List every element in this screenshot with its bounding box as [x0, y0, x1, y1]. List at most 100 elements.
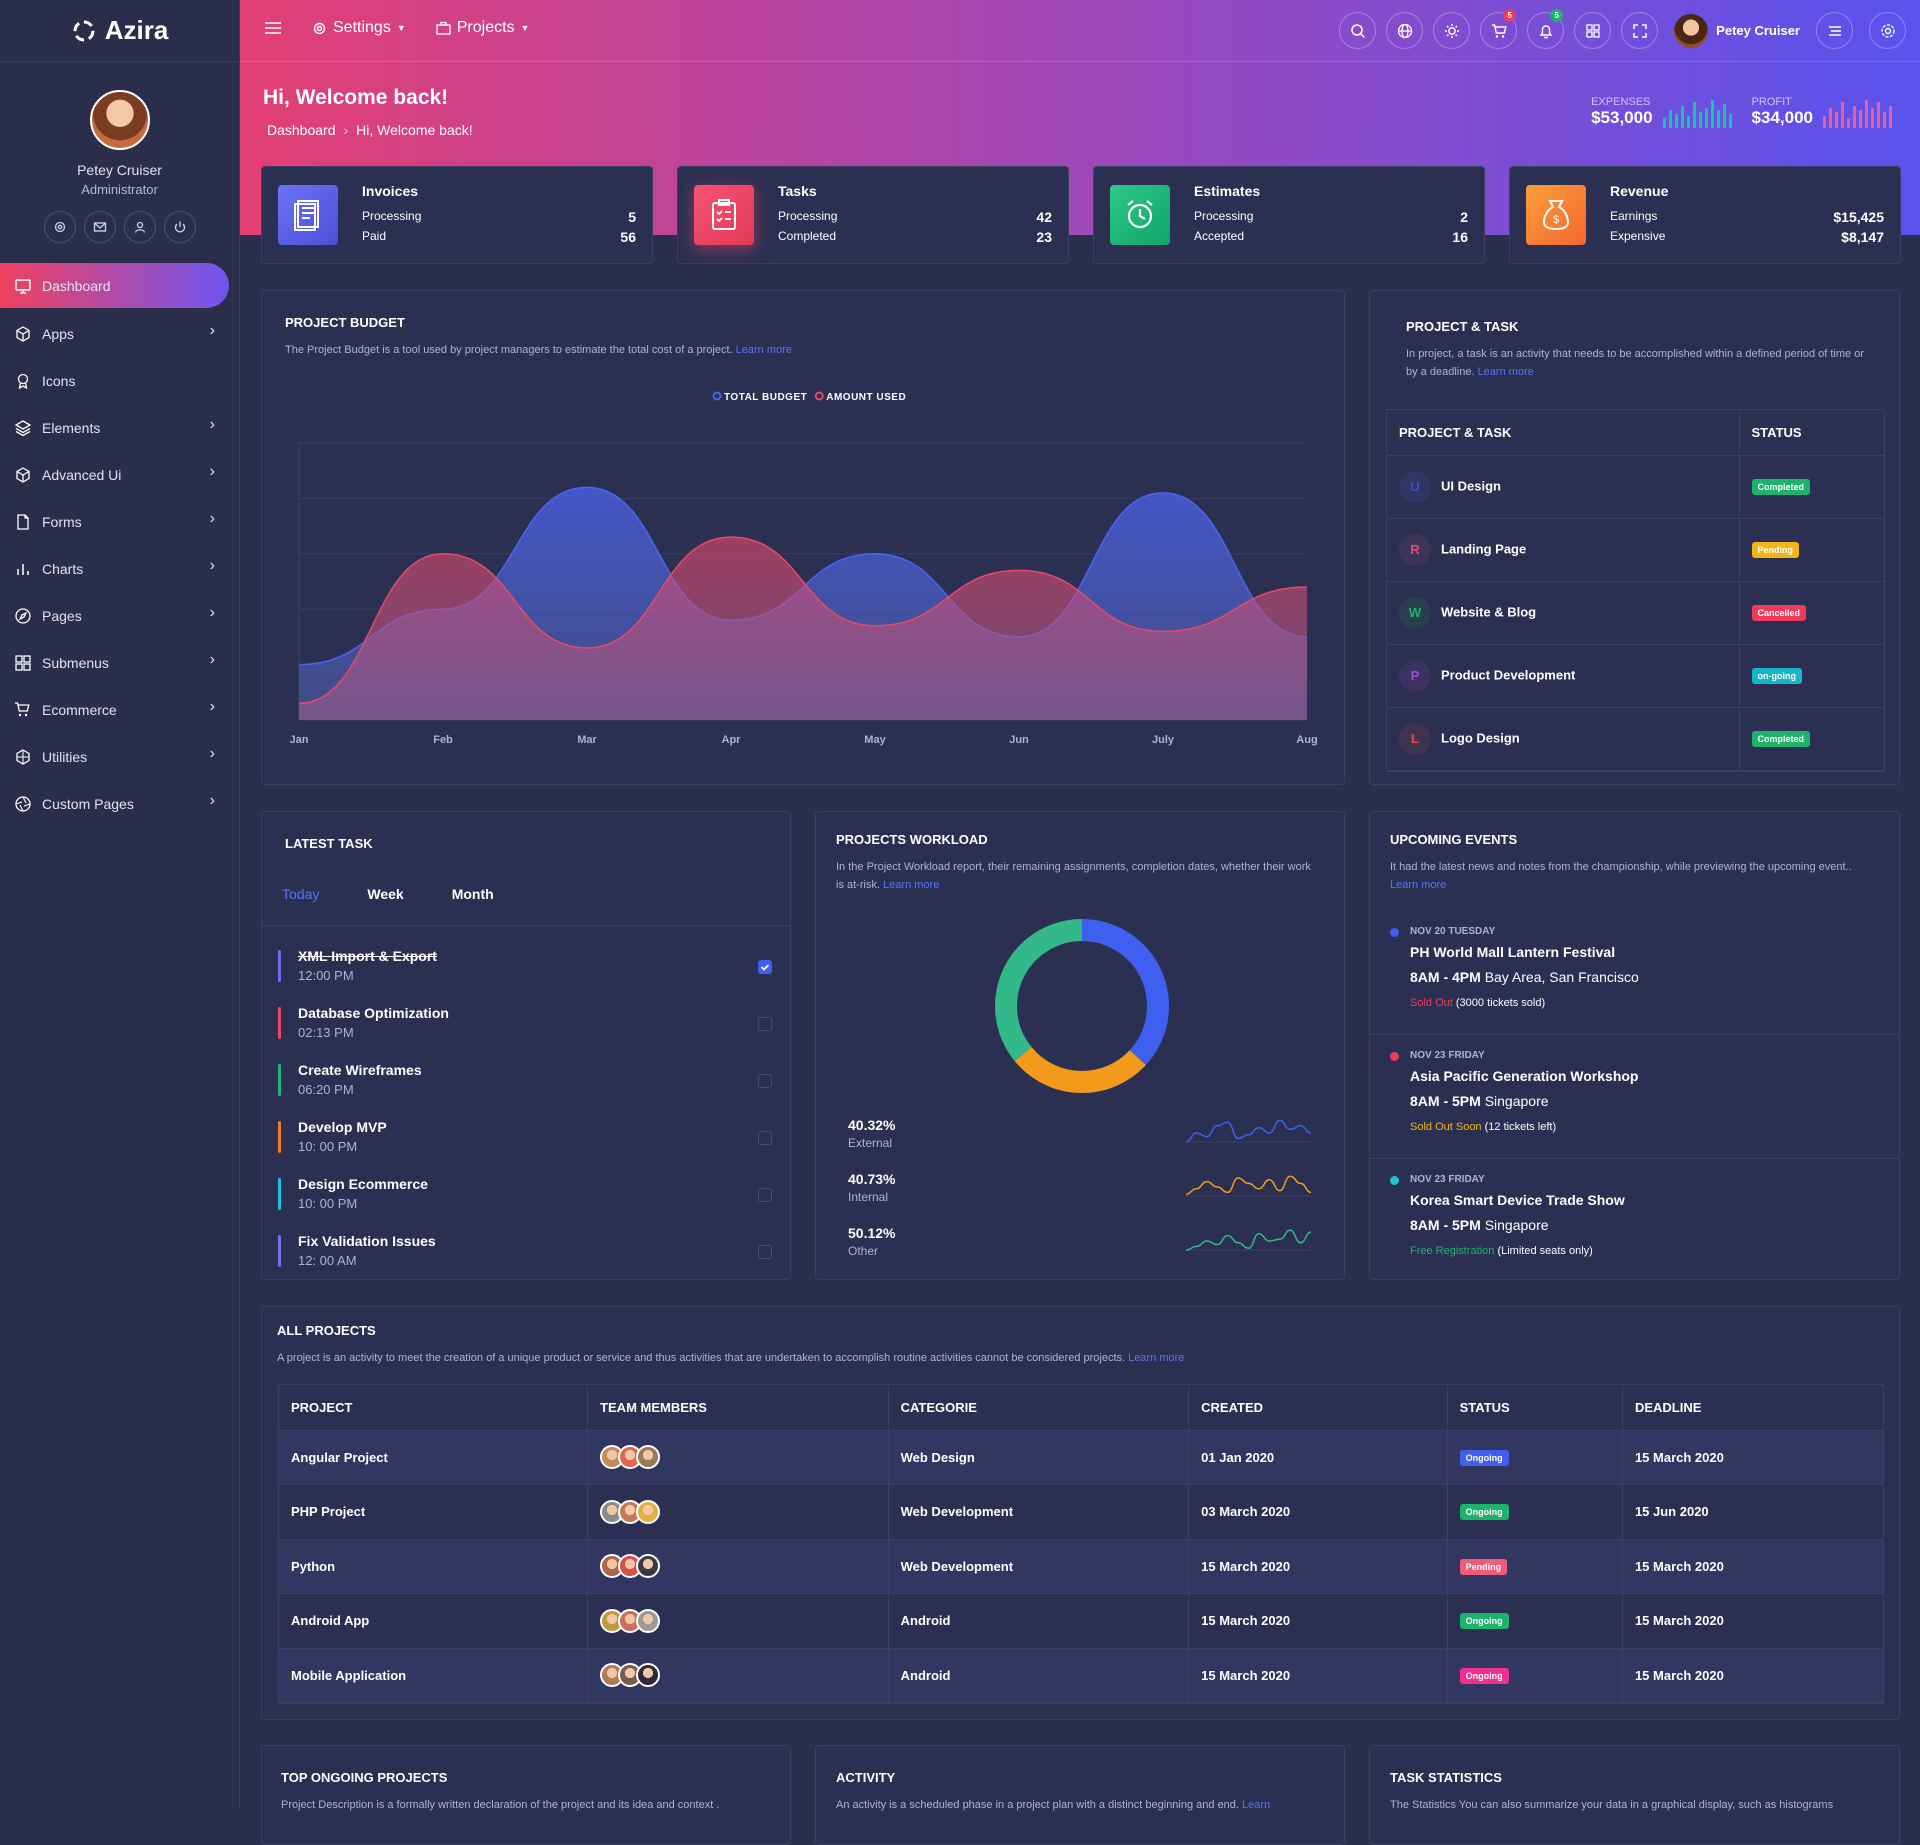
sun-icon[interactable] — [1433, 12, 1471, 49]
menu-toggle-icon[interactable] — [264, 21, 282, 35]
task-item[interactable]: Database Optimization 02:13 PM — [278, 1003, 788, 1049]
avatar[interactable] — [636, 1499, 661, 1524]
table-row[interactable]: Angular Project Web Design 01 Jan 2020 Ongo… — [279, 1430, 1883, 1485]
task-checkbox[interactable] — [758, 960, 772, 974]
table-row[interactable]: PHP Project Web Development 03 March 2020 O… — [279, 1484, 1883, 1540]
globe-icon[interactable] — [1386, 12, 1424, 49]
spark-bar — [1698, 112, 1702, 128]
tab-today[interactable]: Today — [282, 886, 320, 902]
learn-more-link[interactable]: Learn more — [883, 879, 940, 891]
sidebar-right-toggle-icon[interactable] — [1816, 12, 1853, 49]
project-initial: P — [1399, 659, 1431, 692]
learn-more-link[interactable]: Learn more — [1477, 366, 1534, 378]
sidebar-item-utilities[interactable]: Utilities › — [0, 733, 239, 780]
workload-donut-chart — [995, 919, 1169, 1093]
description-text: The Project Budget is a tool used by pro… — [285, 344, 733, 356]
fullscreen-icon[interactable] — [1621, 12, 1659, 49]
avatar[interactable] — [89, 90, 150, 150]
task-checkbox[interactable] — [758, 1017, 772, 1031]
workload-sparkline — [1186, 1229, 1311, 1251]
avatar[interactable] — [636, 1445, 661, 1470]
sidebar-item-custom-pages[interactable]: Custom Pages › — [0, 780, 239, 827]
status-cell: Pending — [1447, 1539, 1623, 1594]
learn-more-link[interactable]: Learn more — [735, 344, 792, 356]
card-description: In the Project Workload report, their re… — [836, 858, 1316, 894]
event-item[interactable]: NOV 23 FRIDAY Korea Smart Device Trade Sh… — [1390, 1170, 1879, 1280]
event-note: (3000 tickets sold) — [1455, 997, 1546, 1009]
stat-value: $8,147 — [1841, 229, 1884, 245]
user-icon[interactable] — [123, 211, 156, 243]
grid-icon[interactable] — [1574, 12, 1612, 49]
stat-label: Paid — [362, 229, 387, 243]
category: Android — [888, 1593, 1190, 1649]
project-name: Android App — [279, 1593, 589, 1649]
chevron-right-icon: › — [209, 745, 215, 762]
learn-more-link[interactable]: Learn more — [1128, 1352, 1185, 1364]
settings-dropdown[interactable]: Settings ▼ — [312, 19, 406, 37]
bar-chart-icon — [17, 563, 29, 575]
gear-icon[interactable] — [1869, 12, 1906, 49]
task-item[interactable]: Develop MVP 10: 00 PM — [278, 1117, 788, 1163]
task-checkbox[interactable] — [758, 1188, 772, 1202]
power-icon[interactable] — [163, 211, 196, 243]
task-item[interactable]: Design Ecommerce 10: 00 PM — [278, 1174, 788, 1220]
task-title: Develop MVP — [298, 1119, 387, 1135]
sidebar-item-elements[interactable]: Elements › — [0, 404, 239, 451]
sidebar-item-dashboard[interactable]: Dashboard — [0, 263, 229, 308]
task-item[interactable]: Fix Validation Issues 12: 00 AM — [278, 1231, 788, 1277]
mail-icon[interactable] — [83, 211, 116, 243]
search-icon[interactable] — [1339, 12, 1377, 49]
avatar[interactable] — [636, 1554, 661, 1579]
bell-icon[interactable]: 5 — [1527, 9, 1565, 49]
status-badge: Ongoing — [1459, 1613, 1509, 1630]
avatar[interactable] — [636, 1608, 661, 1633]
learn-more-link[interactable]: Learn — [1242, 1799, 1271, 1811]
table-row[interactable]: Python Web Development 15 March 2020 Pendin… — [279, 1539, 1883, 1594]
task-checkbox[interactable] — [758, 1131, 772, 1145]
sidebar-item-charts[interactable]: Charts › — [0, 545, 239, 592]
task-color-bar — [278, 950, 281, 982]
avatar[interactable] — [636, 1663, 661, 1688]
app-logo[interactable]: Azira — [0, 0, 239, 62]
table-row[interactable]: R Landing Page Pending — [1387, 518, 1884, 582]
table-row[interactable]: W Website & Blog Cancelled — [1387, 581, 1884, 645]
table-row[interactable]: U UI Design Completed — [1387, 455, 1884, 519]
event-item[interactable]: NOV 23 FRIDAY Asia Pacific Generation Wor… — [1390, 1046, 1879, 1156]
table-row[interactable]: Android App Android 15 March 2020 Ongoing 15… — [279, 1593, 1883, 1649]
project-task-table: PROJECT & TASK STATUS U UI Design Completed… — [1386, 409, 1885, 772]
event-item[interactable]: NOV 20 TUESDAY PH World Mall Lantern Fest… — [1390, 922, 1879, 1032]
task-item[interactable]: XML Import & Export 12:00 PM — [278, 946, 788, 992]
cart-icon[interactable]: 5 — [1480, 9, 1518, 49]
sidebar-item-advanced-ui[interactable]: Advanced Ui › — [0, 451, 239, 498]
table-row[interactable]: Mobile Application Android 15 March 2020 On… — [279, 1648, 1883, 1703]
table-row[interactable]: L Logo Design Completed — [1387, 707, 1884, 771]
team-members-cell — [587, 1648, 889, 1703]
sidebar-item-label: Custom Pages — [42, 795, 134, 812]
learn-more-link[interactable]: Learn more — [1390, 879, 1447, 891]
task-checkbox[interactable] — [758, 1074, 772, 1088]
latest-task-card: LATEST TASK Today Week Month XML Import … — [261, 811, 791, 1280]
settings-icon[interactable] — [43, 211, 76, 243]
tab-month[interactable]: Month — [451, 886, 494, 902]
task-item[interactable]: Create Wireframes 06:20 PM — [278, 1060, 788, 1106]
check-icon — [760, 964, 770, 971]
sidebar-item-pages[interactable]: Pages › — [0, 592, 239, 639]
tab-week[interactable]: Week — [367, 886, 404, 902]
status-cell: Ongoing — [1447, 1484, 1623, 1540]
projects-label: Projects — [456, 19, 515, 36]
table-row[interactable]: P Product Development on-going — [1387, 644, 1884, 708]
project-initial: W — [1399, 596, 1431, 629]
sidebar-item-submenus[interactable]: Submenus › — [0, 639, 239, 686]
sidebar-item-ecommerce[interactable]: Ecommerce › — [0, 686, 239, 733]
status-badge: Cancelled — [1751, 605, 1807, 621]
column-header: TEAM MEMBERS — [587, 1385, 889, 1431]
task-checkbox[interactable] — [758, 1245, 772, 1259]
stat-value: 23 — [1036, 229, 1052, 245]
sidebar-item-forms[interactable]: Forms › — [0, 498, 239, 545]
stat-label: Expensive — [1610, 229, 1666, 243]
breadcrumb-item[interactable]: Dashboard — [267, 122, 336, 138]
user-menu[interactable]: Petey Cruiser — [1674, 13, 1800, 48]
sidebar-item-apps[interactable]: Apps › — [0, 310, 239, 357]
sidebar-item-icons[interactable]: Icons — [0, 357, 239, 404]
projects-dropdown[interactable]: Projects ▼ — [436, 19, 529, 37]
